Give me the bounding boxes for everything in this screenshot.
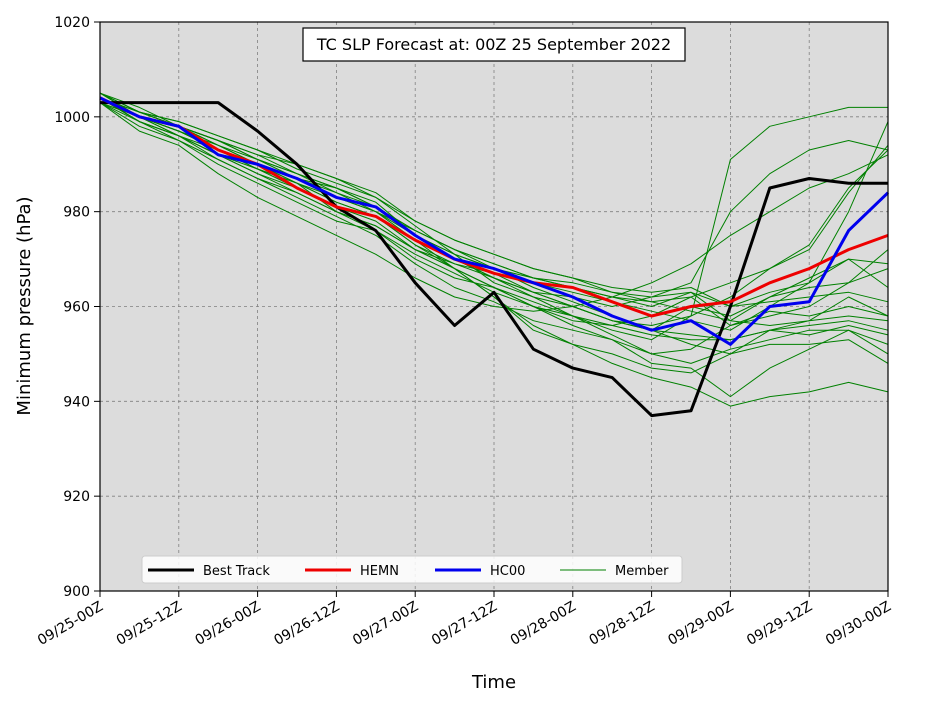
x-tick-label: 09/25-12Z [114, 599, 185, 649]
x-tick-label: 09/28-00Z [508, 599, 579, 649]
y-tick-label: 920 [63, 489, 90, 505]
series-line-hc00 [99, 96, 890, 346]
x-axis-ticks: 09/25-00Z 09/25-12Z 09/26-00Z 09/26-12Z 09/2… [35, 591, 894, 649]
x-tick-label: 09/27-12Z [429, 599, 500, 649]
member-line-16 [99, 97, 889, 364]
legend-label-hc00: HC00 [490, 564, 525, 579]
series-line-hemn [99, 96, 889, 318]
x-tick-label: 09/26-12Z [271, 599, 342, 649]
y-tick-label: 940 [63, 394, 90, 410]
member-line-13 [99, 102, 889, 312]
member-line-19 [99, 97, 889, 355]
y-tick-label: 960 [63, 300, 90, 316]
x-axis-label: Time [471, 672, 516, 693]
x-tick-label: 09/29-12Z [744, 599, 815, 649]
legend: Best Track HEMN HC00 Member [141, 555, 683, 584]
legend-label-best-track: Best Track [203, 564, 270, 579]
legend-label-member: Member [615, 564, 669, 579]
series-line-best-track [100, 101, 888, 418]
legend-label-hemn: HEMN [360, 564, 399, 579]
legend-box [141, 555, 683, 584]
y-tick-label: 980 [63, 205, 90, 221]
y-axis-label: Minimum pressure (hPa) [14, 196, 35, 415]
chart-title-box: TC SLP Forecast at: 00Z 25 September 202… [302, 27, 686, 62]
y-tick-label: 900 [63, 584, 90, 600]
y-tick-label: 1000 [54, 110, 90, 126]
main-lines [99, 96, 890, 418]
x-tick-label: 09/29-00Z [665, 599, 736, 649]
x-tick-label: 09/25-00Z [35, 599, 106, 649]
member-lines [99, 92, 889, 407]
member-line-15 [99, 92, 889, 307]
x-tick-label: 09/26-00Z [193, 599, 264, 649]
x-tick-label: 09/27-00Z [350, 599, 421, 649]
chart-title: TC SLP Forecast at: 00Z 25 September 202… [316, 35, 671, 54]
y-tick-label: 1020 [54, 15, 90, 31]
x-tick-label: 09/30-00Z [823, 599, 894, 649]
x-tick-label: 09/28-12Z [587, 599, 658, 649]
y-axis-ticks: 900 920 940 960 980 1000 1020 [54, 15, 100, 600]
